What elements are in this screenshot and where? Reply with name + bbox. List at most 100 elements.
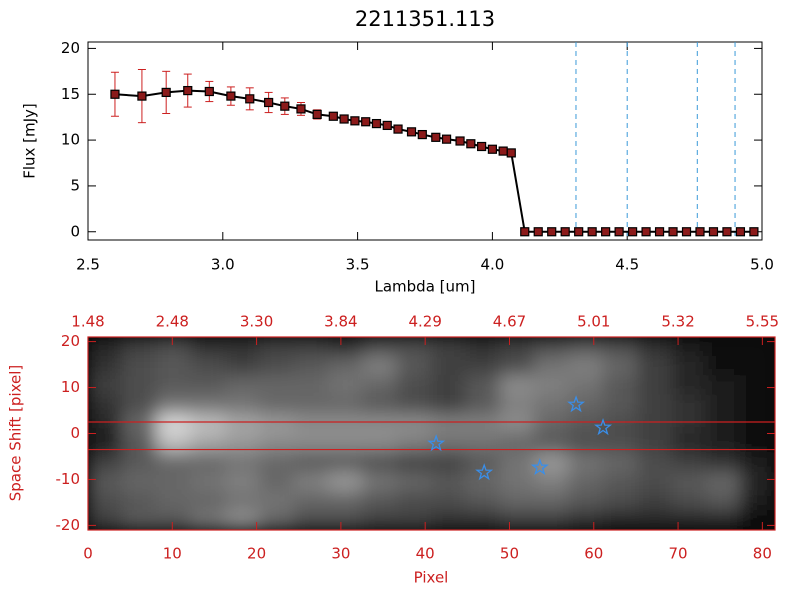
heatmap-cell xyxy=(740,452,775,473)
heatmap-cell xyxy=(465,375,501,396)
heatmap-cell xyxy=(396,413,432,434)
heatmap-cell xyxy=(190,433,226,454)
x-tick-label: 60 xyxy=(584,545,603,563)
heatmap-cell xyxy=(465,510,501,530)
data-point xyxy=(328,111,338,121)
star-marker xyxy=(475,463,494,481)
data-point xyxy=(226,91,236,101)
y-tick-label: 5 xyxy=(70,176,80,194)
heatmap-cell xyxy=(568,490,604,512)
heatmap-cell xyxy=(740,355,775,377)
x-tick-label: 5.0 xyxy=(750,256,774,274)
data-point xyxy=(533,227,543,237)
heatmap-cell xyxy=(259,452,295,473)
x-tick-label: 30 xyxy=(331,545,350,563)
x-axis-label: Pixel xyxy=(414,569,449,587)
heatmap-cell xyxy=(671,471,707,492)
heatmap-cell xyxy=(740,471,775,492)
x-tick-label: 4.5 xyxy=(615,256,639,274)
heatmap-cell xyxy=(602,471,639,492)
heatmap-cell xyxy=(224,452,261,473)
heatmap-cell xyxy=(396,375,432,396)
heatmap-cell xyxy=(121,471,158,492)
y-axis-label: Space Shift [pixel] xyxy=(7,365,25,502)
y-tick-label: 20 xyxy=(61,332,80,350)
data-point xyxy=(382,120,392,131)
heatmap-cell xyxy=(534,433,570,454)
heatmap-cell xyxy=(156,510,192,530)
x2-tick-label: 4.67 xyxy=(493,313,526,331)
data-point xyxy=(312,109,322,120)
heatmap-cell xyxy=(224,433,261,454)
heatmap-cell xyxy=(740,337,775,357)
heatmap-cell xyxy=(327,471,364,492)
heatmap-cell xyxy=(224,355,261,377)
heatmap-cell xyxy=(396,394,432,415)
heatmap-cell xyxy=(224,471,261,492)
heatmap-cell xyxy=(362,490,398,512)
data-point xyxy=(204,86,214,97)
y-tick-label: -20 xyxy=(56,516,81,534)
heatmap-cell xyxy=(671,433,707,454)
heatmap-cell xyxy=(121,510,158,530)
heatmap-cell xyxy=(259,355,295,377)
data-point xyxy=(477,141,487,152)
heatmap-cell xyxy=(499,471,536,492)
y-axis-label: Flux [mJy] xyxy=(21,103,39,179)
heatmap-cell xyxy=(602,375,639,396)
x-tick-label: 20 xyxy=(247,545,266,563)
heatmap-cell xyxy=(671,394,707,415)
heatmap-cell xyxy=(499,337,536,357)
heatmap-cell xyxy=(568,413,604,434)
heatmap-cell xyxy=(293,355,329,377)
data-point xyxy=(264,97,274,108)
heatmap-cell xyxy=(396,510,432,530)
heatmap-cell xyxy=(568,452,604,473)
heatmap-cell xyxy=(431,413,467,434)
heatmap-cell xyxy=(121,490,158,512)
x-tick-label: 4.0 xyxy=(480,256,504,274)
data-point xyxy=(681,227,692,237)
heatmap-cell xyxy=(362,355,398,377)
x2-tick-label: 3.84 xyxy=(324,313,357,331)
data-point xyxy=(350,116,360,126)
data-point xyxy=(441,134,452,144)
heatmap-cell xyxy=(602,452,639,473)
heatmap-cell xyxy=(327,433,364,454)
x2-tick-label: 5.01 xyxy=(577,313,610,331)
data-point xyxy=(393,124,403,134)
heatmap-cell xyxy=(705,394,742,415)
data-point xyxy=(735,227,746,237)
y-tick-label: 10 xyxy=(61,131,80,149)
heatmap-cell xyxy=(740,433,775,454)
data-point xyxy=(560,227,570,237)
heatmap-cell xyxy=(121,452,158,473)
heatmap-cell xyxy=(156,375,192,396)
heatmap-cell xyxy=(293,452,329,473)
data-point xyxy=(668,227,678,237)
heatmap-cell xyxy=(190,471,226,492)
heatmap-cell xyxy=(534,413,570,434)
heatmap-cell xyxy=(88,471,123,492)
heatmap-cell xyxy=(362,452,398,473)
heatmap-cell xyxy=(431,510,467,530)
data-point xyxy=(749,227,759,237)
x2-tick-label: 5.32 xyxy=(661,313,694,331)
data-point xyxy=(361,117,371,127)
heatmap-cell xyxy=(259,375,295,396)
heatmap-cell xyxy=(362,337,398,357)
heatmap-cell xyxy=(327,337,364,357)
heatmap-cell xyxy=(740,394,775,415)
heatmap-cell xyxy=(740,490,775,512)
heatmap-cell xyxy=(431,471,467,492)
x-tick-label: 3.5 xyxy=(346,256,370,274)
heatmap-cell xyxy=(327,490,364,512)
heatmap-cell xyxy=(362,510,398,530)
heatmap-cell xyxy=(327,394,364,415)
heatmap-cell xyxy=(637,375,673,396)
heatmap-cell xyxy=(327,413,364,434)
heatmap-cell xyxy=(705,471,742,492)
heatmap-cell xyxy=(465,394,501,415)
heatmap-cell xyxy=(156,490,192,512)
heatmap-cell xyxy=(637,433,673,454)
